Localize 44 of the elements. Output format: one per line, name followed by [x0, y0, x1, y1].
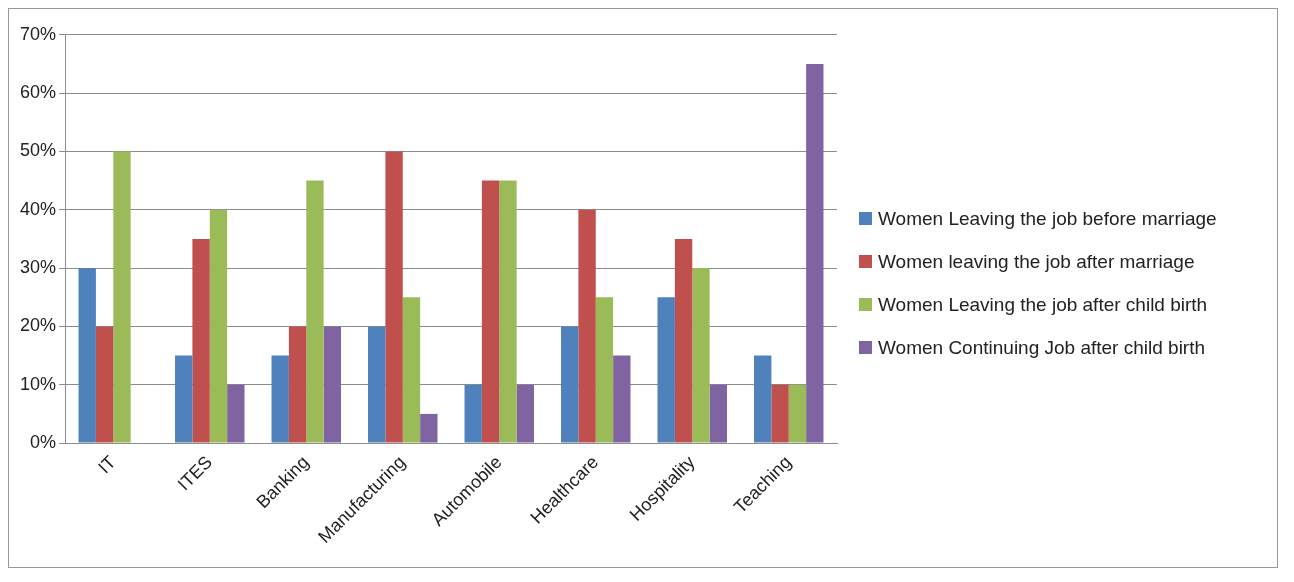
bar [516, 384, 534, 443]
bar [771, 384, 789, 443]
bar [806, 63, 824, 443]
bar [113, 151, 131, 443]
bar [464, 384, 482, 443]
bar [754, 355, 772, 443]
bar [788, 384, 807, 443]
legend-label: Women Leaving the job after child birth [878, 293, 1208, 317]
bar [709, 384, 727, 443]
bar [674, 238, 693, 443]
bar [78, 268, 96, 443]
bar [323, 326, 342, 443]
bar [175, 355, 193, 443]
y-tick-label: 0% [30, 432, 57, 453]
bar [95, 326, 114, 443]
y-tick-label: 20% [20, 315, 57, 336]
bar [368, 326, 386, 443]
legend-label: Women leaving the job after marriage [878, 250, 1195, 274]
y-tick-label: 40% [20, 198, 57, 219]
y-tick-label: 30% [20, 257, 57, 278]
bar [227, 384, 245, 443]
y-tick-label: 50% [20, 140, 57, 161]
bar [499, 180, 517, 443]
bar [209, 209, 228, 443]
y-tick-label: 60% [20, 82, 57, 103]
bar [613, 355, 631, 443]
bar [578, 209, 596, 443]
y-tick-label: 10% [20, 373, 57, 394]
bar [271, 355, 289, 443]
y-tick-label: 70% [20, 23, 57, 44]
bar [420, 413, 438, 443]
bar [306, 180, 324, 443]
legend-label: Women Leaving the job before marriage [878, 207, 1217, 231]
bar [402, 297, 421, 443]
bar [657, 297, 675, 443]
bar [385, 151, 403, 443]
bar [595, 297, 614, 443]
x-tick-label: IT [94, 451, 120, 478]
bar [561, 326, 579, 443]
bar [288, 326, 307, 443]
legend-label: Women Continuing Job after child birth [878, 336, 1206, 360]
bar [192, 238, 210, 443]
bar [481, 180, 500, 443]
bar [692, 268, 710, 443]
